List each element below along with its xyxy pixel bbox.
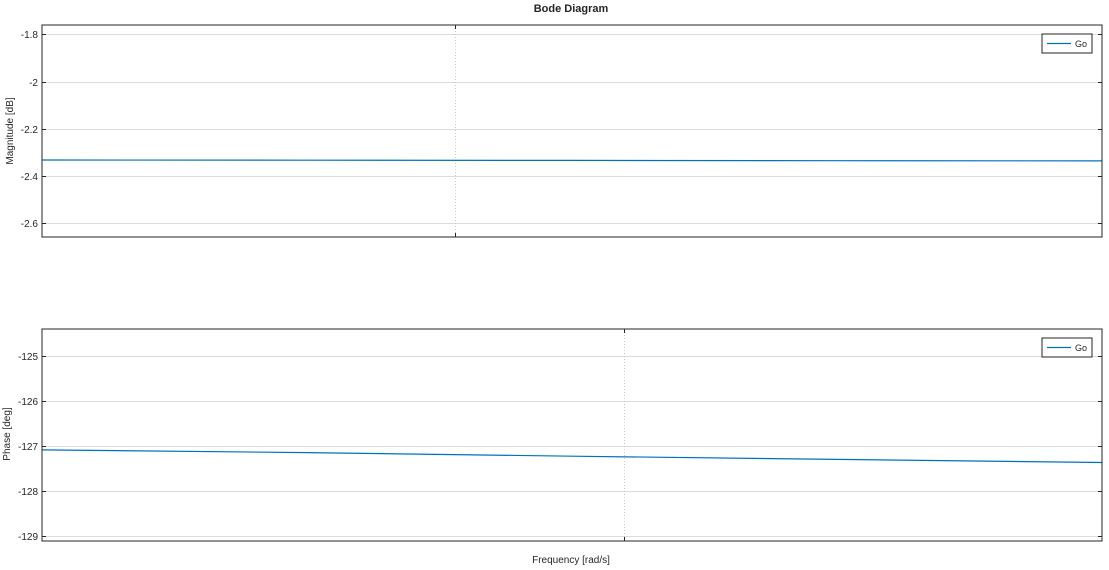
magnitude-grid — [42, 25, 1102, 237]
mag-y-tick-label: -2 — [29, 78, 38, 89]
mag-series-line — [41, 159, 1103, 162]
phase-series — [41, 449, 1103, 464]
mag-y-tick-label: -2.6 — [21, 219, 39, 230]
phase-y-tick-label: -127 — [18, 442, 38, 453]
phase-panel: Phase [deg] -125 -126 -127 -128 -129 Go Freq… — [2, 328, 1103, 566]
magnitude-y-label: Magnitude [dB] — [5, 97, 16, 164]
phase-axes-frame — [41, 328, 1103, 542]
phase-y-tick-label: -125 — [18, 352, 38, 363]
magnitude-series — [41, 159, 1103, 162]
mag-y-tick-label: -2.4 — [21, 172, 39, 183]
chart-title: Bode Diagram — [534, 3, 609, 15]
magnitude-legend: Go — [1041, 33, 1093, 54]
phase-y-label: Phase [deg] — [2, 407, 13, 461]
magnitude-legend-label: Go — [1075, 39, 1087, 49]
phase-y-tick-label: -128 — [18, 487, 38, 498]
phase-legend-label: Go — [1075, 343, 1087, 353]
phase-legend: Go — [1041, 337, 1093, 358]
frequency-x-label: Frequency [rad/s] — [532, 555, 610, 566]
magnitude-panel: Magnitude [dB] -1.8 -2 -2.2 -2.4 -2.6 Go — [5, 24, 1103, 238]
phase-y-tick-label: -129 — [18, 532, 38, 543]
phase-grid — [42, 329, 1102, 541]
phase-y-ticks: -125 -126 -127 -128 -129 — [18, 329, 1102, 543]
phase-series-line — [41, 449, 1103, 464]
mag-y-tick-label: -1.8 — [21, 30, 39, 41]
mag-y-tick-label: -2.2 — [21, 125, 39, 136]
magnitude-axes-frame — [41, 24, 1103, 238]
magnitude-y-ticks: -1.8 -2 -2.2 -2.4 -2.6 — [21, 25, 1102, 237]
phase-y-tick-label: -126 — [18, 397, 38, 408]
